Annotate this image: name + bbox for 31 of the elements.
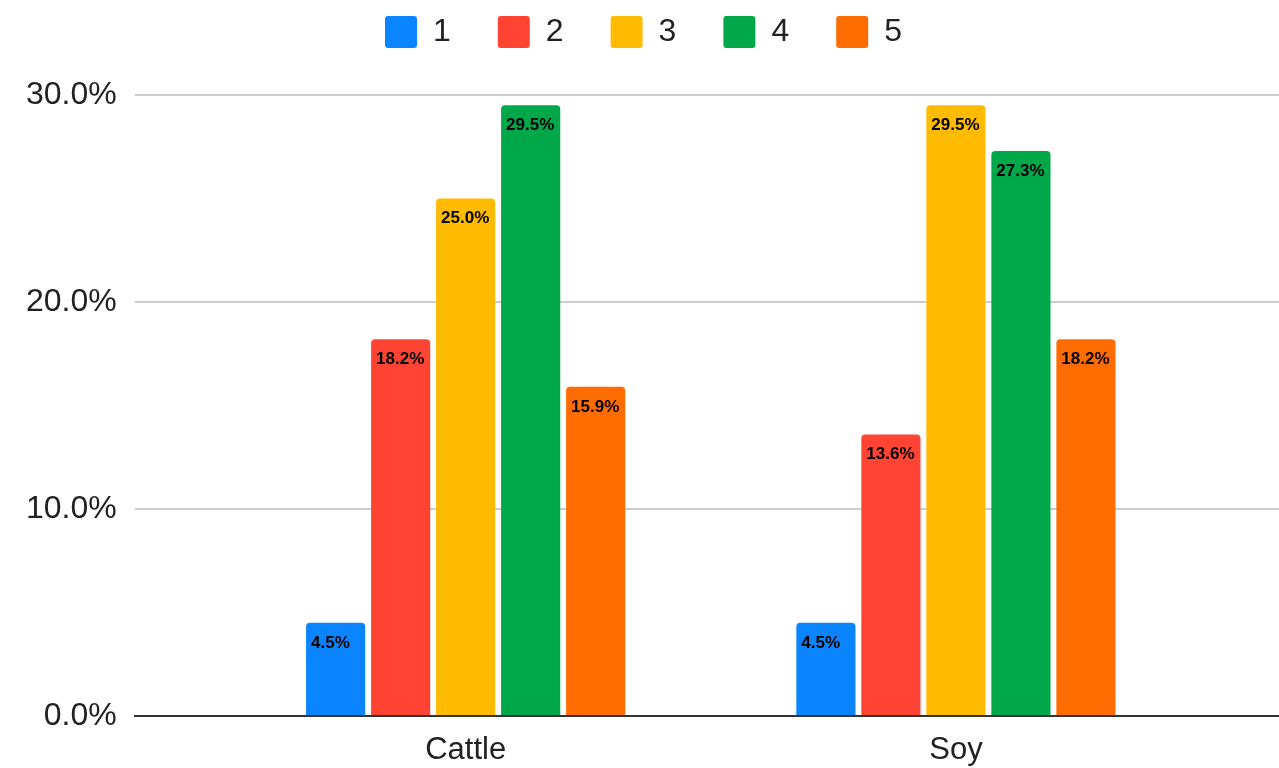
data-label: 29.5% [931, 115, 980, 135]
data-label: 29.5% [506, 115, 555, 135]
bar [566, 386, 626, 715]
y-tick-label: 10.0% [26, 488, 117, 525]
bar [371, 339, 431, 715]
data-label: 4.5% [311, 632, 350, 652]
y-tick-label: 30.0% [26, 74, 117, 111]
bar [306, 622, 366, 715]
data-label: 18.2% [1061, 348, 1110, 368]
data-label: 15.9% [571, 396, 620, 416]
y-tick-label: 20.0% [26, 281, 117, 318]
data-label: 25.0% [441, 208, 490, 228]
data-label: 18.2% [376, 348, 425, 368]
legend-label: 1 [433, 11, 451, 48]
bar [436, 198, 496, 715]
bar [861, 434, 921, 715]
y-tick-label: 0.0% [43, 695, 117, 732]
bar [796, 622, 856, 715]
legend-label: 5 [884, 11, 902, 48]
bar [926, 105, 986, 715]
data-label: 4.5% [801, 632, 841, 652]
bar [501, 105, 561, 715]
data-label: 27.3% [996, 160, 1045, 180]
data-label: 13.6% [866, 444, 915, 464]
legend-label: 3 [658, 11, 677, 48]
legend-label: 4 [771, 11, 790, 48]
legend-label: 2 [545, 11, 564, 48]
x-tick-label: Soy [929, 731, 984, 767]
bar [991, 150, 1051, 715]
bar [1056, 339, 1116, 715]
x-tick-label: Cattle [425, 731, 507, 767]
